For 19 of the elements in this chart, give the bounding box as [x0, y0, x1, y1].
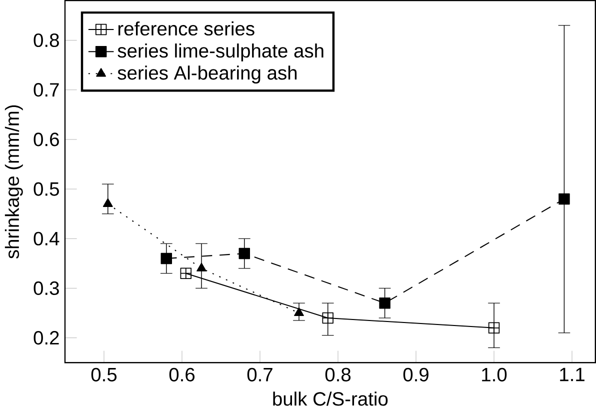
x-tick-label: 0.9 [403, 368, 428, 382]
legend-label: series Al-bearing ash [118, 66, 297, 84]
y-tick-label: 0.8 [34, 34, 59, 48]
y-tick-label: 0.3 [34, 282, 59, 296]
legend-label: series lime-sulphate ash [118, 44, 324, 62]
y-tick-label: 0.4 [34, 232, 60, 246]
x-tick-label: 0.5 [91, 368, 117, 382]
y-tick-label: 0.6 [34, 132, 59, 146]
x-tick-label: 0.7 [247, 368, 272, 382]
x-tick-label: 1.0 [482, 368, 507, 382]
x-tick-label: 1.1 [560, 368, 584, 382]
x-axis-title: bulk C/S-ratio [273, 392, 388, 406]
y-tick-label: 0.5 [34, 182, 59, 196]
x-tick-label: 0.8 [325, 368, 351, 382]
y-tick-label: 0.2 [34, 331, 59, 345]
y-axis-title: shrinkage (mm/m) [4, 105, 23, 259]
x-tick-label: 0.6 [169, 368, 195, 382]
legend-label: reference series [118, 22, 254, 36]
y-tick-label: 0.7 [34, 83, 59, 97]
